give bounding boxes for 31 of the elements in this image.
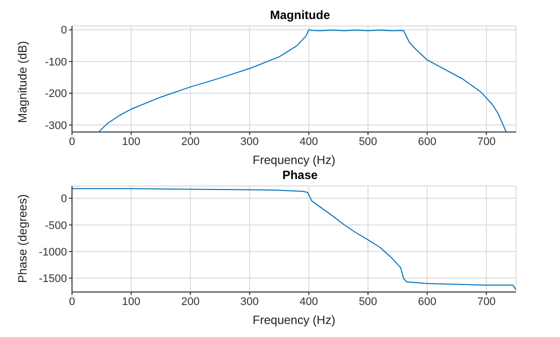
x-tick-label: 100	[122, 136, 140, 148]
chart-title: Magnitude	[269, 8, 331, 22]
line-series	[98, 29, 506, 132]
x-tick-label: 600	[418, 136, 436, 148]
y-tick-label: 0	[60, 193, 67, 206]
y-tick-label: 0	[60, 24, 67, 37]
x-tick-label: 400	[300, 296, 318, 308]
x-tick-label: 0	[68, 136, 76, 148]
y-tick-label: -500	[44, 220, 67, 232]
x-tick-label: 0	[68, 296, 76, 308]
chart-title: Phase	[281, 168, 319, 182]
x-tick-label: 700	[477, 296, 496, 308]
x-tick-label: 200	[181, 136, 200, 148]
x-tick-label: 700	[477, 136, 496, 148]
y-tick-label: -1500	[38, 273, 67, 286]
x-tick-label: 100	[122, 296, 140, 308]
y-tick-label: -1000	[38, 246, 67, 258]
y-axis-title: Magnitude (dB)	[15, 40, 30, 123]
x-tick-label: 300	[240, 296, 259, 308]
x-tick-label: 300	[240, 136, 259, 148]
x-tick-label: 600	[418, 296, 436, 308]
x-axis-title: Frequency (Hz)	[252, 153, 336, 167]
y-tick-label: -200	[44, 88, 67, 100]
x-tick-label: 500	[358, 296, 378, 308]
y-axis-title: Phase (degrees)	[15, 194, 30, 283]
y-tick-label: -100	[44, 56, 67, 68]
x-axis-title: Frequency (Hz)	[252, 313, 336, 327]
x-tick-label: 500	[358, 136, 378, 148]
x-tick-label: 400	[300, 136, 318, 148]
y-tick-label: -300	[44, 120, 67, 132]
x-tick-label: 200	[181, 296, 200, 308]
